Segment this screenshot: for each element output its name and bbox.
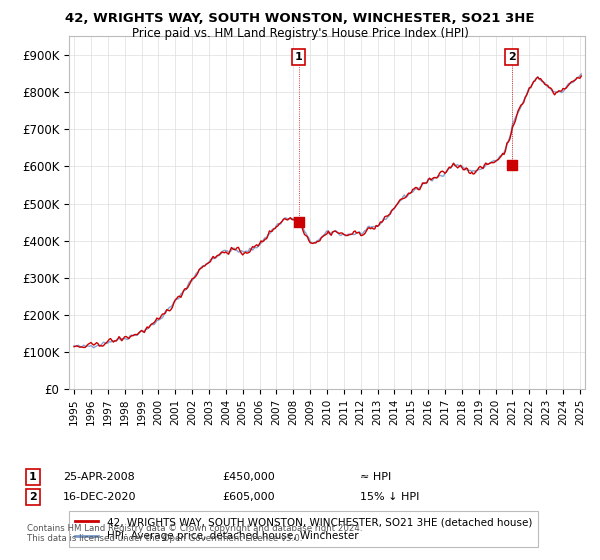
Text: 16-DEC-2020: 16-DEC-2020 bbox=[63, 492, 137, 502]
Text: 25-APR-2008: 25-APR-2008 bbox=[63, 472, 135, 482]
Legend: 42, WRIGHTS WAY, SOUTH WONSTON, WINCHESTER, SO21 3HE (detached house), HPI: Aver: 42, WRIGHTS WAY, SOUTH WONSTON, WINCHEST… bbox=[69, 511, 538, 548]
Text: £605,000: £605,000 bbox=[222, 492, 275, 502]
Point bbox=[507, 160, 517, 169]
Text: £450,000: £450,000 bbox=[222, 472, 275, 482]
Text: 15% ↓ HPI: 15% ↓ HPI bbox=[360, 492, 419, 502]
Point bbox=[294, 218, 304, 227]
Text: Price paid vs. HM Land Registry's House Price Index (HPI): Price paid vs. HM Land Registry's House … bbox=[131, 27, 469, 40]
Text: 42, WRIGHTS WAY, SOUTH WONSTON, WINCHESTER, SO21 3HE: 42, WRIGHTS WAY, SOUTH WONSTON, WINCHEST… bbox=[65, 12, 535, 25]
Text: ≈ HPI: ≈ HPI bbox=[360, 472, 391, 482]
Text: 1: 1 bbox=[29, 472, 37, 482]
Text: Contains HM Land Registry data © Crown copyright and database right 2024.
This d: Contains HM Land Registry data © Crown c… bbox=[27, 524, 362, 543]
Text: 1: 1 bbox=[295, 52, 302, 62]
Text: 2: 2 bbox=[29, 492, 37, 502]
Text: 2: 2 bbox=[508, 52, 515, 62]
